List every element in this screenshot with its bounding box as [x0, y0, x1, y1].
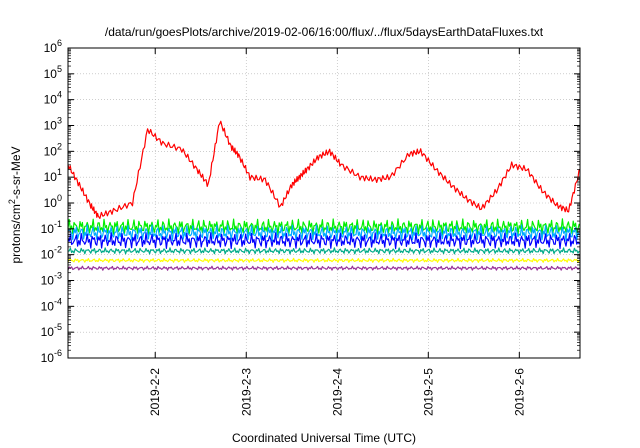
- x-tick-label: 2019-2-4: [330, 368, 344, 416]
- y-tick-labels: 10-610-510-410-310-210-11001011021031041…: [41, 38, 62, 365]
- y-tick-label-exp: 2: [57, 141, 62, 151]
- y-tick-label-base: 10: [41, 274, 55, 288]
- y-tick-label-exp: 4: [57, 90, 62, 100]
- y-axis-label-post: -s-sr-MeV: [9, 146, 23, 199]
- y-tick-label: 105: [44, 64, 62, 81]
- chart-title: /data/run/goesPlots/archive/2019-02-06/1…: [105, 25, 544, 39]
- series-layer: [67, 120, 581, 271]
- x-tick-label: 2019-2-3: [239, 368, 253, 416]
- series-line: [67, 257, 580, 263]
- grid: [68, 48, 580, 358]
- y-tick-label-exp: -3: [54, 271, 62, 281]
- y-axis-label-pre: protons/cm: [9, 204, 23, 263]
- series-line: [67, 232, 580, 250]
- y-tick-label-exp: 5: [57, 64, 62, 74]
- y-tick-label: 10-1: [41, 219, 62, 236]
- y-tick-label-base: 10: [44, 170, 58, 184]
- y-tick-label-exp: -4: [54, 296, 62, 306]
- y-tick-label: 101: [44, 167, 62, 184]
- y-tick-label-exp: 3: [57, 116, 62, 126]
- y-tick-label-exp: 1: [57, 167, 62, 177]
- series-line: [67, 247, 580, 255]
- y-tick-label-base: 10: [41, 248, 55, 262]
- y-tick-label-exp: 6: [57, 38, 62, 48]
- y-axis-label: protons/cm2-s-sr-MeV: [7, 146, 23, 263]
- y-tick-label-base: 10: [44, 144, 58, 158]
- y-tick-label: 10-6: [41, 348, 62, 365]
- y-tick-label-base: 10: [44, 196, 58, 210]
- y-tick-label-base: 10: [41, 351, 55, 365]
- y-tick-label-base: 10: [44, 119, 58, 133]
- y-tick-label: 10-3: [41, 271, 62, 288]
- y-tick-label: 10-4: [41, 296, 62, 313]
- y-tick-label: 10-5: [41, 322, 62, 339]
- x-axis-label: Coordinated Universal Time (UTC): [232, 431, 416, 445]
- y-tick-label-exp: -6: [54, 348, 62, 358]
- y-tick-label-exp: -5: [54, 322, 62, 332]
- y-tick-label-base: 10: [41, 299, 55, 313]
- series-line: [67, 265, 580, 271]
- y-tick-label-exp: 0: [57, 193, 62, 203]
- y-tick-label-exp: -2: [54, 245, 62, 255]
- y-axis-label-sup: 2: [7, 199, 17, 204]
- x-tick-labels: 2019-2-2 2019-2-3 2019-2-4 2019-2-5 2019-2-6: [148, 368, 526, 416]
- y-tick-label: 106: [44, 38, 62, 55]
- series-line: [67, 120, 581, 219]
- y-tick-label: 104: [44, 90, 62, 107]
- x-tick-label: 2019-2-6: [512, 368, 526, 416]
- y-tick-label: 100: [44, 193, 62, 210]
- y-tick-label-exp: -1: [54, 219, 62, 229]
- y-tick-label-base: 10: [41, 222, 55, 236]
- series-line: [67, 224, 580, 242]
- y-tick-label-base: 10: [44, 41, 58, 55]
- y-tick-label-base: 10: [44, 67, 58, 81]
- y-tick-label: 102: [44, 141, 62, 158]
- y-tick-label-base: 10: [44, 93, 58, 107]
- ticks: [68, 47, 580, 359]
- y-tick-label-base: 10: [41, 325, 55, 339]
- y-tick-label: 10-2: [41, 245, 62, 262]
- x-tick-label: 2019-2-2: [148, 368, 162, 416]
- y-tick-label: 103: [44, 116, 62, 133]
- x-tick-label: 2019-2-5: [421, 368, 435, 416]
